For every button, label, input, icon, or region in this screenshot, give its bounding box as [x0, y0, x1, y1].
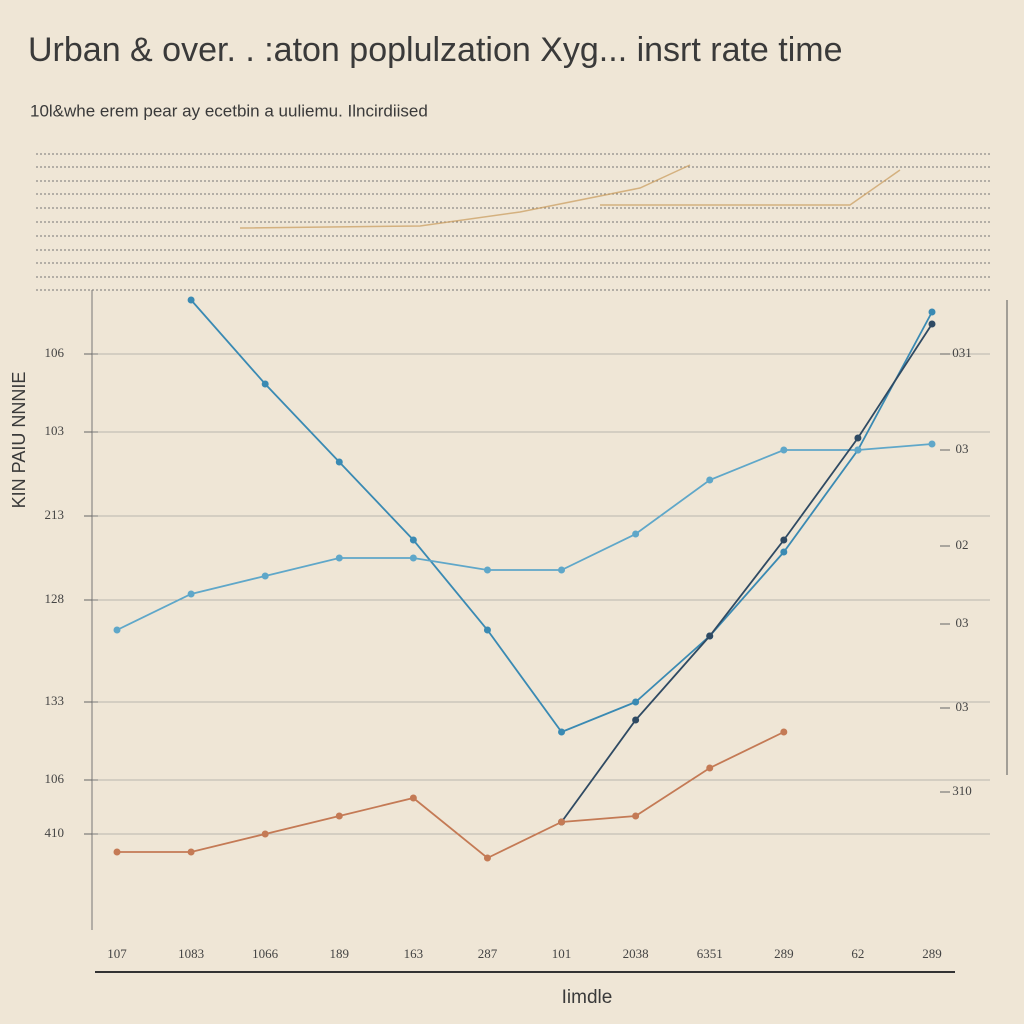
data-point — [780, 728, 788, 736]
data-point — [632, 716, 640, 724]
y2-tick-label: 02 — [956, 537, 969, 552]
x-tick-label: 1066 — [252, 946, 279, 961]
chart-subtitle: 10l&whe erem pear ay ecetbin a uuliemu. … — [30, 101, 428, 120]
y-tick-label: 103 — [45, 423, 65, 438]
data-point — [706, 476, 714, 484]
data-point — [335, 554, 343, 562]
series-line — [117, 731, 785, 860]
y-tick-label: 213 — [45, 507, 65, 522]
y-tick-label: 410 — [45, 825, 65, 840]
data-point — [187, 296, 195, 304]
data-point — [706, 764, 714, 772]
data-point — [113, 626, 121, 634]
y2-tick-label: 310 — [952, 783, 972, 798]
x-tick-label: 107 — [107, 946, 127, 961]
data-point — [187, 848, 195, 856]
data-point — [928, 440, 936, 448]
data-point — [632, 698, 640, 706]
y2-tick-label: 031 — [952, 345, 972, 360]
data-point — [928, 320, 936, 328]
data-point — [558, 818, 566, 826]
data-point — [483, 626, 491, 634]
x-tick-label: 1083 — [178, 946, 204, 961]
x-tick-label: 289 — [774, 946, 794, 961]
data-point — [483, 854, 491, 862]
data-point — [261, 830, 269, 838]
data-point — [187, 590, 195, 598]
data-point — [261, 572, 269, 580]
y2-tick-label: 03 — [956, 615, 969, 630]
data-point — [780, 536, 788, 544]
data-point — [854, 446, 862, 454]
x-tick-label: 287 — [478, 946, 498, 961]
y2-tick-label: 03 — [956, 441, 969, 456]
data-point — [261, 380, 269, 388]
data-point — [409, 536, 417, 544]
data-point — [632, 530, 640, 538]
data-point — [854, 434, 862, 442]
data-point — [113, 848, 121, 856]
decor-sketch — [239, 164, 901, 229]
data-point — [409, 554, 417, 562]
data-point — [335, 812, 343, 820]
data-point — [780, 446, 788, 454]
data-point — [409, 794, 417, 802]
y-axis-label: KIN PAIU NNNIE — [9, 372, 29, 509]
data-point — [483, 566, 491, 574]
data-point — [558, 728, 566, 736]
series-line — [116, 443, 933, 631]
series-line — [560, 323, 933, 823]
decor-lines — [36, 153, 992, 291]
x-tick-label: 62 — [851, 946, 864, 961]
x-tick-label: 101 — [552, 946, 572, 961]
data-point — [558, 566, 566, 574]
y-tick-label: 106 — [45, 345, 65, 360]
data-point — [928, 308, 936, 316]
x-tick-label: 163 — [404, 946, 424, 961]
y2-tick-label: 03 — [956, 699, 969, 714]
y-tick-label: 133 — [45, 693, 65, 708]
data-point — [335, 458, 343, 466]
y-tick-label: 106 — [45, 771, 65, 786]
data-point — [706, 632, 714, 640]
x-tick-label: 2038 — [623, 946, 649, 961]
x-tick-label: 289 — [922, 946, 942, 961]
x-tick-label: 6351 — [697, 946, 723, 961]
x-axis-label: Iimdle — [562, 987, 613, 1008]
data-point — [632, 812, 640, 820]
x-tick-label: 189 — [330, 946, 350, 961]
data-point — [780, 548, 788, 556]
y-tick-label: 128 — [45, 591, 65, 606]
chart-title: Urban & over. . :aton poplulzation Xyg..… — [28, 31, 843, 69]
